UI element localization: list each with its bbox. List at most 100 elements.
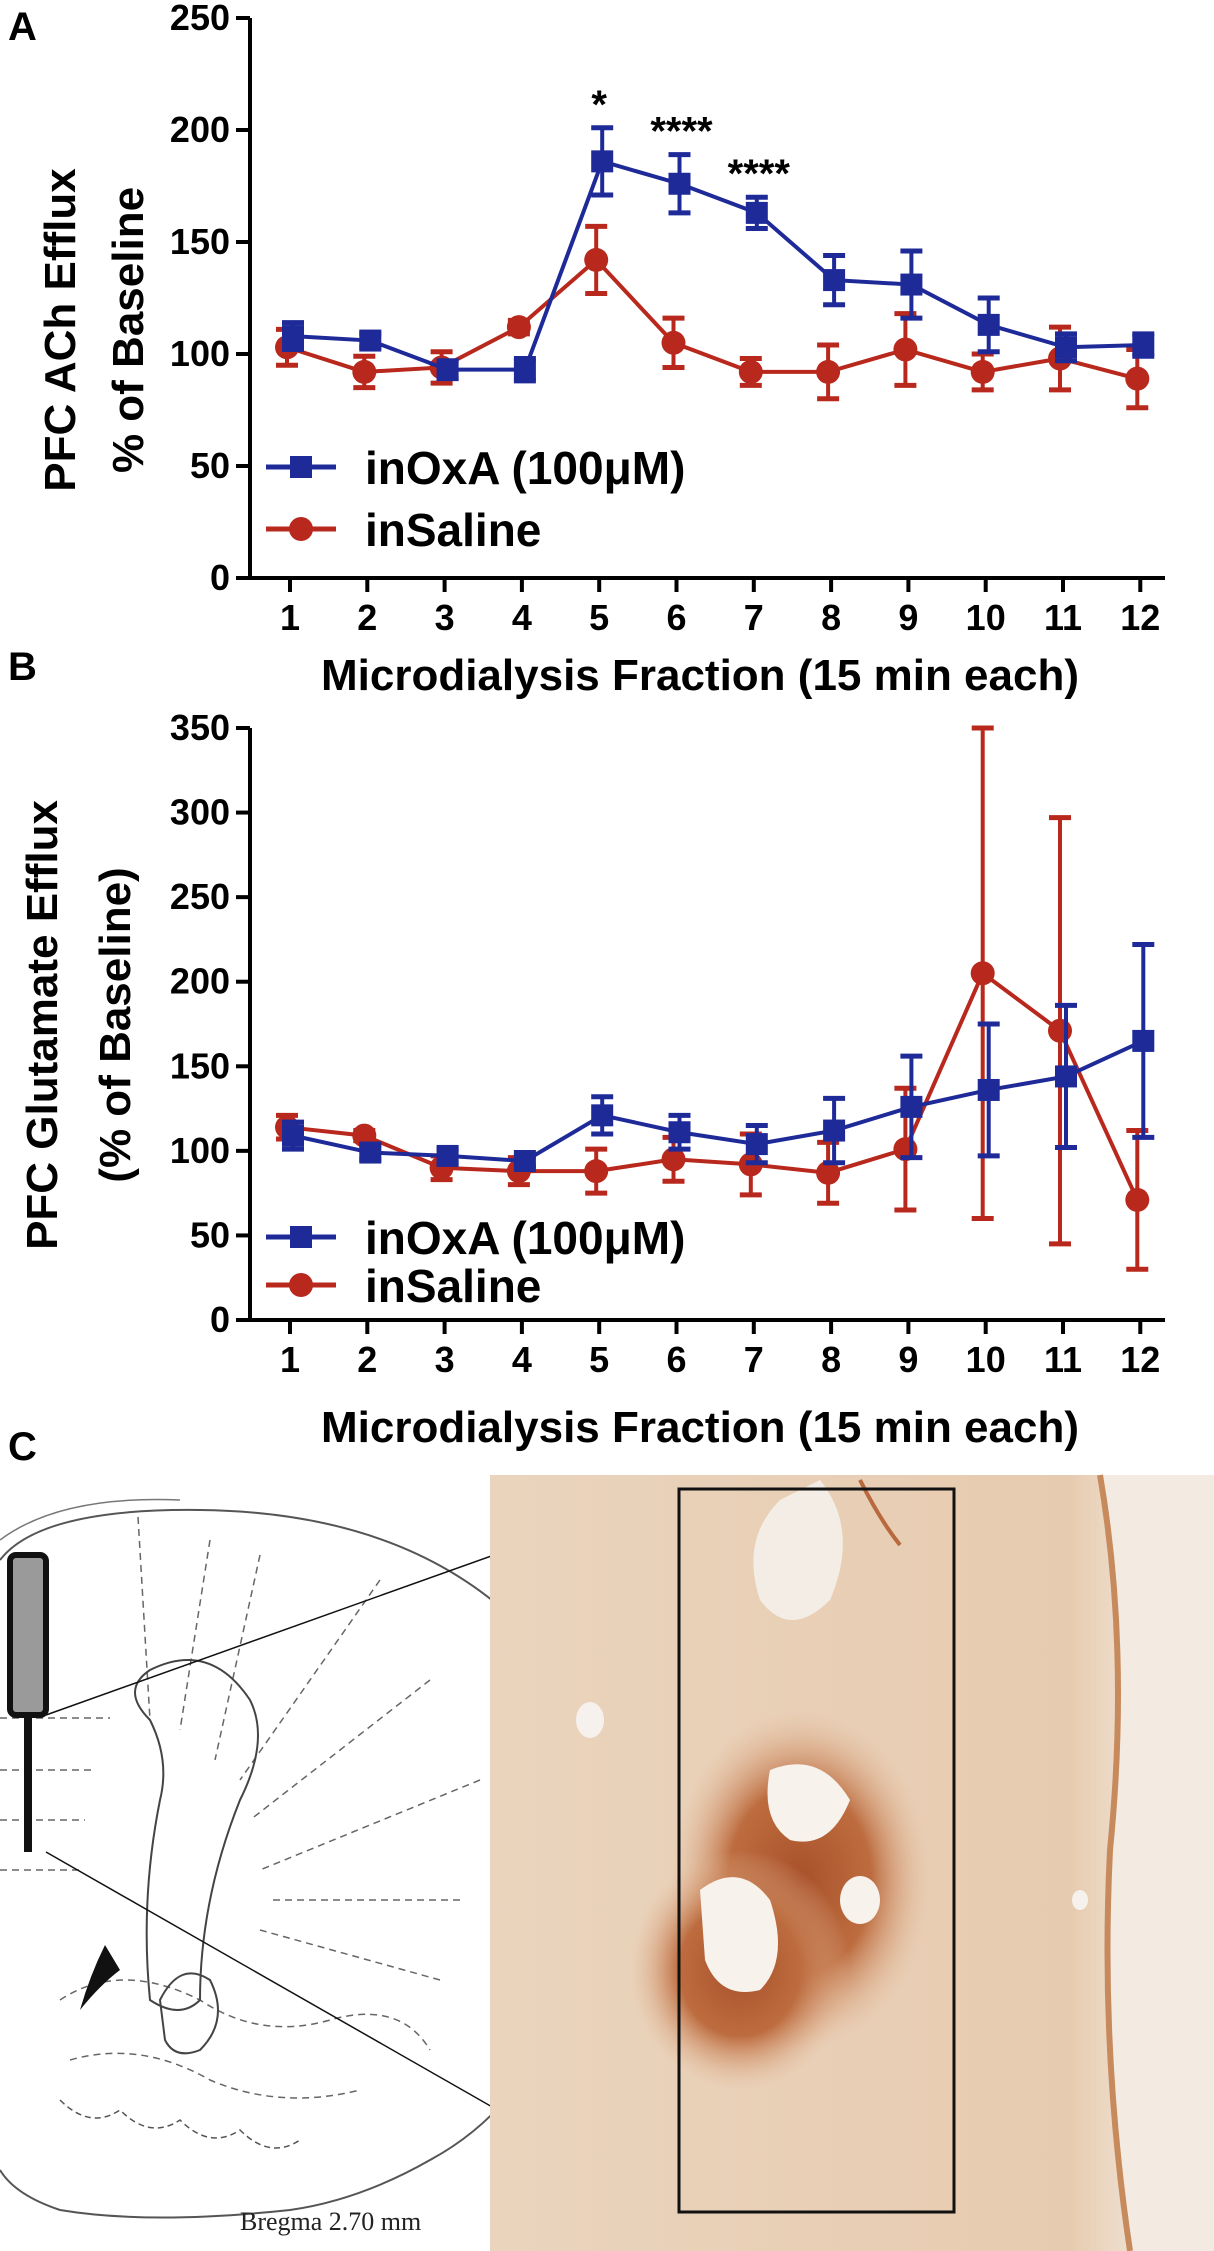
chart-a-series: *********	[275, 83, 1155, 411]
data-point-inoxa	[1132, 1029, 1155, 1052]
x-tick-label: 6	[666, 1339, 686, 1380]
data-point-inoxa	[591, 150, 614, 173]
chart-a-legend-label-inoxa: inOxA (100μM)	[365, 442, 685, 494]
data-point-inoxa	[513, 1150, 536, 1173]
atlas-region-boundaries	[0, 1516, 481, 2099]
y-tick-label: 150	[170, 221, 230, 262]
chart-b-y-axis-title-line2: (% of Baseline)	[91, 867, 140, 1182]
histology-vessel-2	[1072, 1890, 1088, 1910]
x-tick-label: 5	[589, 1339, 609, 1380]
data-point-inoxa	[668, 1121, 691, 1144]
y-tick-label: 0	[210, 1299, 230, 1340]
atlas-bregma-caption: Bregma 2.70 mm	[240, 2207, 421, 2236]
x-tick-label: 7	[744, 597, 764, 638]
histology-midline-gap	[1100, 1475, 1214, 2251]
data-point-inoxa	[1132, 334, 1155, 357]
atlas-corpus-callosum	[134, 1659, 259, 2011]
data-point-insaline	[970, 359, 995, 384]
atlas-nucleus	[158, 1972, 219, 2055]
chart-a-y-axis-title-line1: PFC ACh Efflux	[36, 168, 85, 492]
atlas-ventricle	[80, 1945, 120, 2010]
significance-annotation: ****	[650, 110, 713, 154]
histology-probe-track-upper	[753, 1480, 843, 1620]
x-tick-label: 11	[1044, 597, 1082, 638]
series-line-inoxa	[292, 158, 1144, 372]
data-point-insaline	[816, 359, 841, 384]
histology-vessel-1	[576, 1702, 604, 1738]
x-tick-label: 8	[821, 1339, 841, 1380]
chart-a-y-axis-title-line2: % of Baseline	[104, 187, 153, 473]
chart-a-legend-label-insaline: inSaline	[365, 504, 541, 556]
data-point-insaline	[816, 1160, 841, 1185]
microdialysis-probe-shaft	[24, 1715, 32, 1852]
data-point-insaline	[738, 359, 763, 384]
histology-edge	[1097, 1474, 1133, 2251]
x-tick-label: 1	[280, 597, 300, 638]
panel-letter-a: A	[8, 5, 37, 49]
data-point-inoxa	[436, 1144, 459, 1167]
x-tick-label: 4	[512, 597, 532, 638]
y-tick-label: 150	[170, 1045, 230, 1086]
series-line-insaline	[286, 970, 1140, 1201]
x-tick-label: 6	[666, 597, 686, 638]
x-tick-label: 3	[435, 1339, 455, 1380]
y-tick-label: 50	[190, 445, 230, 486]
chart-b-series	[275, 725, 1155, 1272]
y-tick-label: 350	[170, 707, 230, 748]
x-tick-label: 8	[821, 597, 841, 638]
x-tick-label: 2	[357, 1339, 377, 1380]
data-point-inoxa	[977, 313, 1000, 336]
chart-a-x-axis-title: Microdialysis Fraction (15 min each)	[321, 651, 1079, 700]
data-point-insaline	[970, 961, 995, 986]
data-point-inoxa	[282, 1124, 304, 1147]
series-line-insaline	[286, 257, 1138, 381]
chart-a-legend: inOxA (100μM) inSaline	[266, 442, 685, 556]
atlas-ventral-boundary	[59, 2099, 301, 2149]
data-point-inoxa	[900, 273, 923, 296]
data-point-inoxa	[282, 325, 304, 348]
y-tick-label: 100	[170, 1130, 230, 1171]
chart-b-legend-label-inoxa: inOxA (100μM)	[365, 1212, 685, 1264]
y-tick-label: 100	[170, 333, 230, 374]
chart-b-x-axis-title: Microdialysis Fraction (15 min each)	[321, 1403, 1079, 1452]
data-point-inoxa	[823, 1119, 846, 1142]
chart-b-y-axis-title-line1: PFC Glutamate Efflux	[18, 800, 67, 1250]
x-tick-label: 1	[280, 1339, 300, 1380]
histology-lesion-1	[767, 1764, 850, 1842]
y-tick-label: 0	[210, 557, 230, 598]
chart-b-legend-marker-insaline	[289, 1273, 313, 1297]
data-point-insaline	[893, 337, 918, 362]
y-tick-label: 50	[190, 1214, 230, 1255]
data-point-insaline	[1125, 1187, 1150, 1212]
x-tick-label: 11	[1044, 1339, 1082, 1380]
data-point-inoxa	[591, 1104, 614, 1127]
x-tick-label: 9	[898, 1339, 918, 1380]
data-point-insaline	[661, 330, 686, 355]
y-tick-label: 250	[170, 876, 230, 917]
chart-b-legend-label-insaline: inSaline	[365, 1260, 541, 1312]
significance-annotation: ****	[728, 152, 791, 196]
chart-a-legend-marker-inoxa	[290, 456, 312, 478]
data-point-inoxa	[745, 1133, 768, 1156]
y-tick-label: 200	[170, 961, 230, 1002]
histology-zoom-box	[677, 1487, 956, 2214]
x-tick-label: 2	[357, 597, 377, 638]
histology-lesion-3	[840, 1876, 880, 1924]
histology-fiber	[858, 1479, 902, 1547]
x-tick-label: 12	[1120, 597, 1160, 638]
data-point-inoxa	[513, 358, 536, 381]
y-tick-label: 200	[170, 109, 230, 150]
x-tick-label: 12	[1120, 1339, 1160, 1380]
data-point-inoxa	[1055, 336, 1077, 359]
x-tick-label: 5	[589, 597, 609, 638]
x-tick-label: 10	[966, 597, 1006, 638]
atlas-dorsal-contour	[0, 1498, 181, 1541]
chart-b-legend-marker-inoxa	[290, 1226, 312, 1248]
data-point-insaline	[661, 1147, 686, 1172]
significance-annotation: *	[591, 83, 607, 127]
x-tick-label: 7	[744, 1339, 764, 1380]
data-point-insaline	[584, 1159, 609, 1184]
histology-lesion-2	[700, 1877, 778, 1992]
